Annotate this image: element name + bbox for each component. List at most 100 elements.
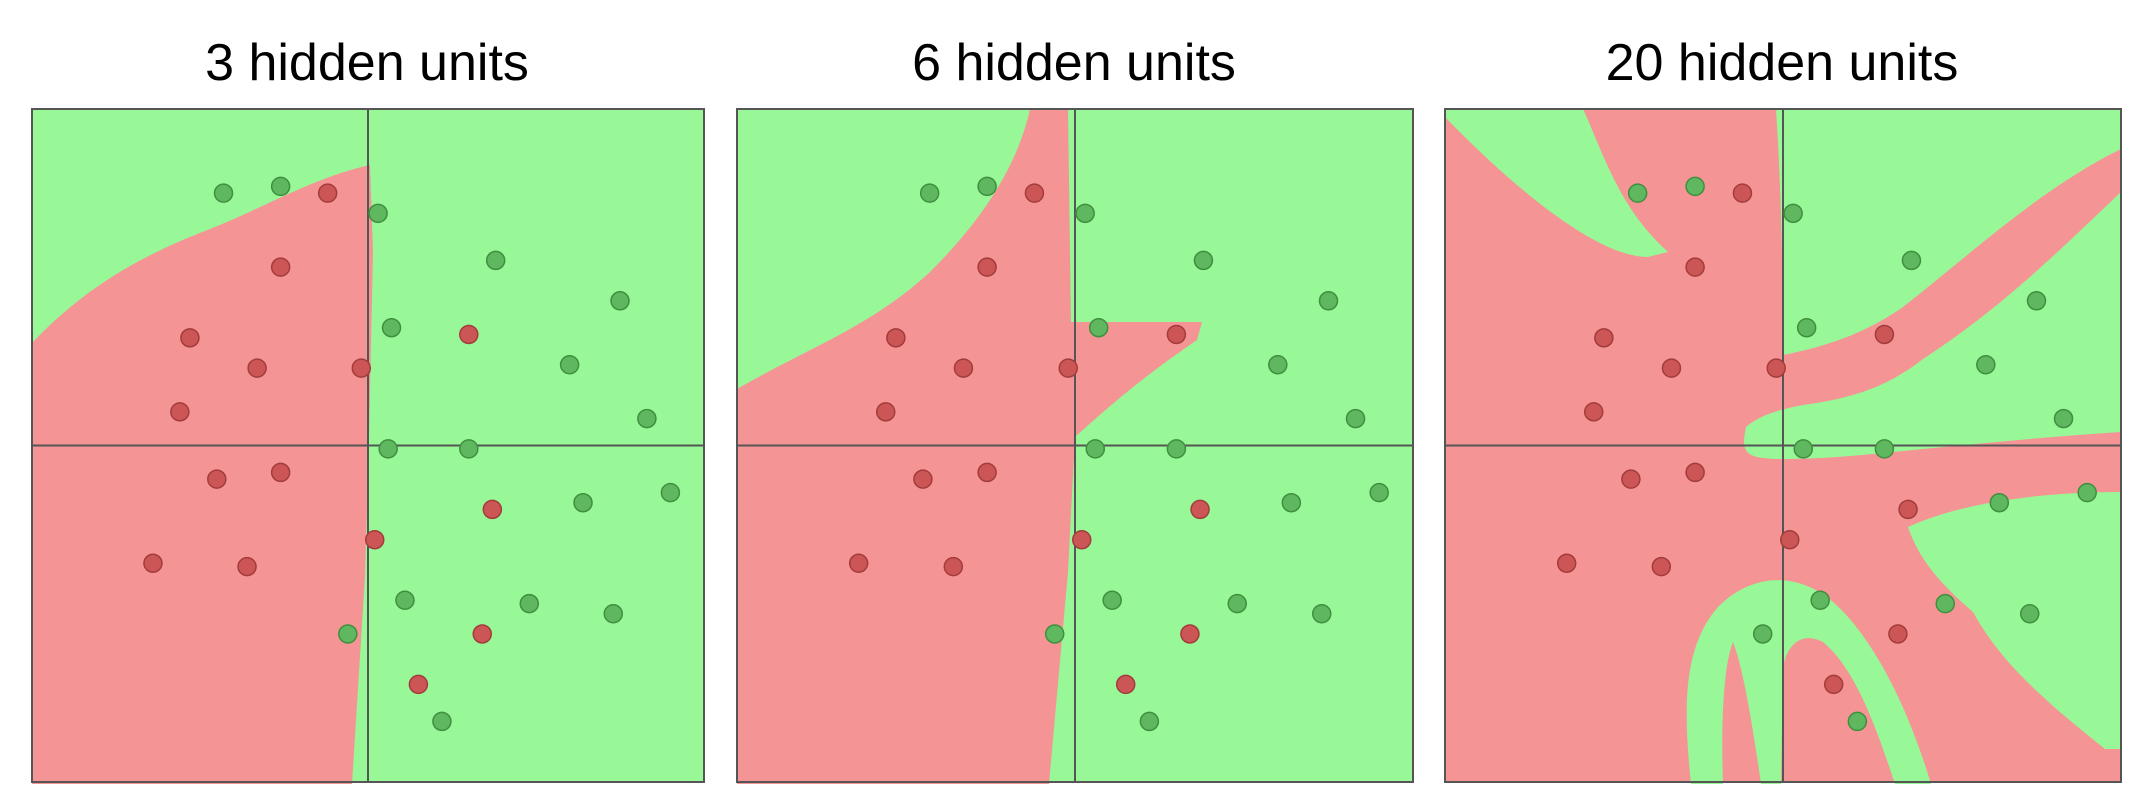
red-data-point bbox=[237, 556, 257, 577]
red-data-point bbox=[1621, 469, 1641, 489]
red-data-point bbox=[1732, 183, 1753, 203]
green-data-point bbox=[1318, 291, 1339, 311]
green-data-point bbox=[368, 203, 388, 224]
green-data-point bbox=[977, 176, 997, 197]
green-data-point bbox=[2026, 291, 2047, 311]
green-data-point bbox=[1810, 590, 1830, 611]
green-data-point bbox=[381, 317, 402, 338]
green-data-point bbox=[395, 590, 415, 611]
green-data-point bbox=[1627, 183, 1648, 203]
green-region bbox=[1908, 492, 2121, 749]
data-points bbox=[1556, 176, 2097, 732]
red-data-point bbox=[1594, 328, 1614, 348]
axis-lines bbox=[1445, 109, 2121, 782]
green-region bbox=[1445, 109, 1668, 257]
green-data-point bbox=[1345, 408, 1366, 429]
panel-title-3-hidden-units: 3 hidden units bbox=[205, 34, 529, 92]
red-region bbox=[32, 165, 373, 784]
green-data-point bbox=[1102, 590, 1122, 611]
green-data-point bbox=[1166, 439, 1187, 459]
red-data-point bbox=[270, 462, 291, 483]
red-data-point bbox=[848, 553, 869, 574]
green-data-point bbox=[1369, 482, 1389, 503]
red-data-point bbox=[459, 324, 479, 345]
green-data-point bbox=[378, 439, 398, 459]
red-data-point bbox=[875, 402, 896, 422]
red-data-point bbox=[170, 402, 190, 422]
green-data-point bbox=[1901, 250, 1922, 271]
red-data-point bbox=[1766, 358, 1786, 378]
decision-boundary-plot-6-hidden-units bbox=[736, 108, 1414, 784]
plot-frame bbox=[736, 108, 1414, 783]
green-data-point bbox=[1075, 203, 1095, 224]
red-data-point bbox=[913, 469, 933, 489]
green-data-point bbox=[1088, 317, 1109, 338]
green-data-point bbox=[1783, 203, 1803, 224]
decision-boundary-plot-3-hidden-units bbox=[31, 108, 705, 784]
red-data-point bbox=[977, 462, 997, 483]
red-data-point bbox=[1583, 402, 1604, 422]
green-data-point bbox=[1227, 593, 1247, 614]
red-data-point bbox=[1685, 462, 1705, 483]
green-data-point bbox=[2019, 604, 2040, 624]
red-data-point bbox=[472, 624, 492, 644]
axis-lines bbox=[32, 109, 704, 782]
red-data-point bbox=[1190, 499, 1210, 520]
green-data-point bbox=[459, 439, 479, 459]
panel-title-6-hidden-units: 6 hidden units bbox=[912, 34, 1236, 92]
red-data-point bbox=[364, 529, 385, 550]
green-data-point bbox=[610, 291, 630, 311]
red-data-point bbox=[953, 358, 974, 378]
decision-boundary-plot-20-hidden-units bbox=[1444, 108, 2122, 784]
green-data-point bbox=[1874, 439, 1895, 459]
axis-lines bbox=[737, 109, 1413, 782]
green-data-point bbox=[1976, 354, 1996, 375]
green-data-point bbox=[1085, 439, 1106, 459]
red-data-point bbox=[351, 358, 372, 378]
red-data-point bbox=[180, 328, 200, 348]
green-data-point bbox=[1139, 711, 1160, 732]
green-data-point bbox=[573, 492, 593, 513]
red-data-point bbox=[1115, 674, 1136, 695]
red-data-point bbox=[886, 328, 906, 348]
red-data-point bbox=[1072, 529, 1092, 550]
green-data-point bbox=[485, 250, 506, 271]
green-data-point bbox=[1044, 624, 1065, 644]
red-data-point bbox=[1180, 624, 1200, 644]
green-data-point bbox=[1847, 711, 1868, 732]
green-data-point bbox=[2077, 482, 2097, 503]
red-data-point bbox=[207, 469, 227, 489]
red-data-point bbox=[1651, 556, 1672, 577]
red-data-point bbox=[1823, 674, 1844, 695]
red-data-point bbox=[143, 553, 163, 574]
red-data-point bbox=[1058, 358, 1078, 378]
plot-frame bbox=[31, 108, 705, 783]
data-points bbox=[143, 176, 681, 732]
red-data-point bbox=[317, 183, 338, 203]
green-data-point bbox=[1281, 492, 1302, 513]
green-data-point bbox=[270, 176, 291, 197]
green-data-point bbox=[660, 482, 681, 503]
green-region bbox=[1686, 580, 1931, 784]
data-points bbox=[848, 176, 1389, 732]
green-data-point bbox=[1935, 593, 1955, 614]
red-data-point bbox=[1874, 324, 1895, 345]
red-data-point bbox=[270, 257, 291, 277]
green-data-point bbox=[919, 183, 940, 203]
red-data-point bbox=[247, 358, 267, 378]
green-data-point bbox=[338, 624, 358, 644]
red-data-point bbox=[1024, 183, 1045, 203]
green-data-point bbox=[1685, 176, 1705, 197]
green-data-point bbox=[637, 408, 657, 429]
red-data-point bbox=[1166, 324, 1187, 345]
plot-frame bbox=[1444, 108, 2122, 783]
green-region bbox=[1744, 192, 2121, 459]
green-data-point bbox=[1796, 317, 1817, 338]
red-data-point bbox=[977, 257, 997, 277]
green-data-point bbox=[603, 604, 624, 624]
green-data-point bbox=[559, 354, 580, 375]
red-data-point bbox=[1888, 624, 1908, 644]
green-data-point bbox=[1793, 439, 1814, 459]
green-data-point bbox=[519, 593, 540, 614]
red-data-point bbox=[1898, 499, 1918, 520]
